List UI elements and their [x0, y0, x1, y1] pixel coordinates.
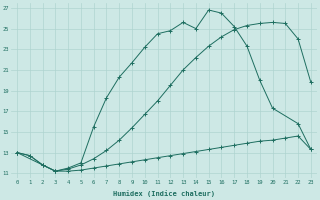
X-axis label: Humidex (Indice chaleur): Humidex (Indice chaleur) — [113, 190, 215, 197]
